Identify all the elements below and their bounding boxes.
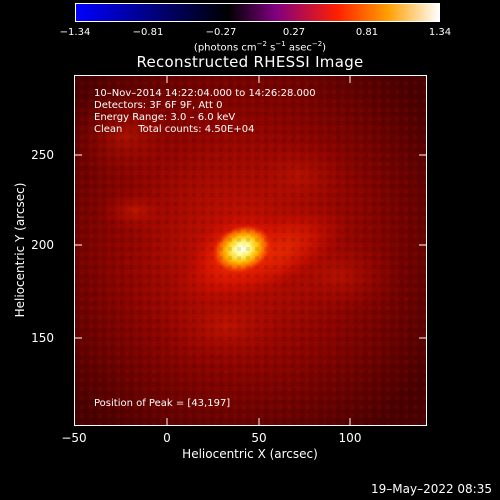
colorbar: [75, 3, 440, 22]
y-axis-label: Heliocentric Y (arcsec): [13, 182, 27, 318]
y-tick-label: 150: [31, 331, 54, 345]
plot-area: [74, 75, 427, 426]
x-tick-label: 100: [338, 431, 362, 445]
energy-range-label: Energy Range: 3.0 – 6.0 keV: [94, 112, 236, 123]
x-axis-label: Heliocentric X (arcsec): [182, 447, 318, 461]
colorbar-tick-label: 0.81: [355, 27, 379, 38]
timestamp: 19–May–2022 08:35: [370, 482, 492, 496]
detectors-label: Detectors: 3F 6F 9F, Att 0: [94, 100, 223, 111]
x-tick-label: 0: [163, 431, 171, 445]
x-tick-label: 50: [251, 431, 267, 445]
colorbar-gradient: [76, 4, 439, 21]
peak-position-label: Position of Peak = [43,197]: [94, 398, 231, 409]
colorbar-tick-label: −0.81: [132, 27, 164, 38]
colorbar-tick-label: 0.27: [282, 27, 306, 38]
colorbar-unit-label: (photons cm−2 s−1 asec−2): [193, 40, 327, 54]
method-counts-label: Clean Total counts: 4.50E+04: [94, 124, 255, 135]
time-range-label: 10–Nov–2014 14:22:04.000 to 14:26:28.000: [94, 88, 316, 99]
y-tick-label: 200: [31, 238, 54, 252]
colorbar-tick-label: −1.34: [59, 27, 91, 38]
rhessi-image: [75, 76, 426, 425]
y-tick-label: 250: [31, 148, 54, 162]
x-tick-label: −50: [61, 431, 87, 445]
image-title: Reconstructed RHESSI Image: [136, 53, 364, 71]
colorbar-tick-label: −0.27: [205, 27, 237, 38]
colorbar-tick-label: 1.34: [428, 27, 452, 38]
